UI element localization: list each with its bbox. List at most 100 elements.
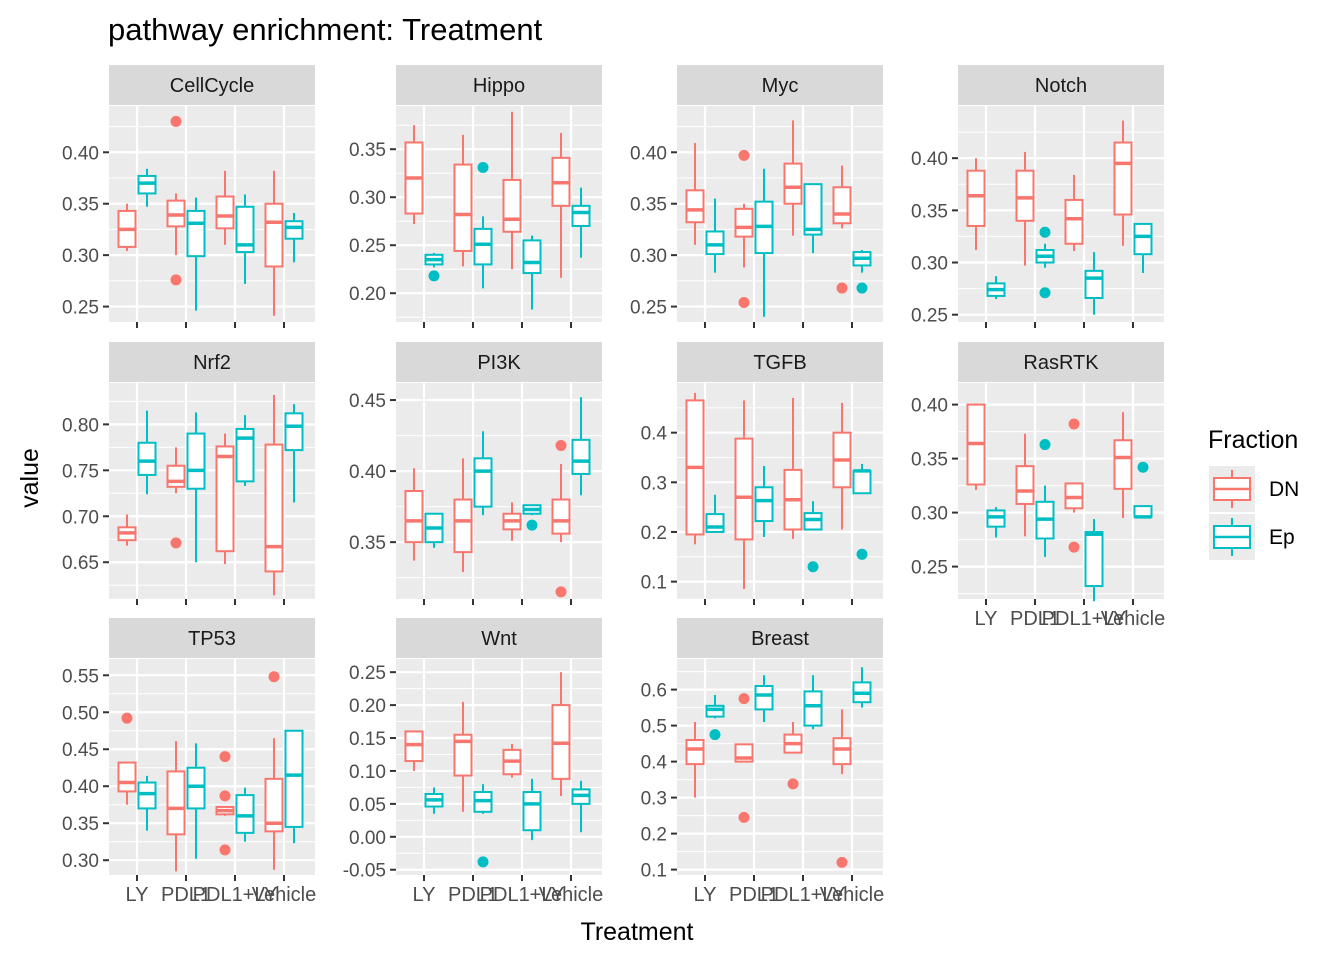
box-iqr (1133, 222, 1153, 256)
outlier-point (738, 811, 750, 823)
box-ly-dn (685, 392, 705, 545)
box-iqr (453, 498, 473, 554)
legend-item-dn: DN (1209, 466, 1299, 512)
box-vehicle-dn (551, 672, 571, 796)
outlier-point (219, 844, 231, 856)
y-tick-label: 0.10 (349, 762, 386, 783)
box-pdl1-ep (186, 197, 206, 311)
y-tick-label: 0.40 (62, 777, 99, 798)
x-tick-label-ly: LY (694, 884, 717, 906)
y-tick-label: 0.25 (911, 306, 948, 327)
y-tick-label: 0.25 (62, 298, 99, 319)
x-tick-label-vehicle: Vehicle (539, 884, 604, 906)
panel-nrf2: Nrf2 0.65 0.70 0.75 0.80 (62, 342, 315, 605)
box-iqr (705, 230, 725, 256)
box-iqr (966, 169, 986, 227)
y-tick-label: 0.50 (62, 703, 99, 724)
box-iqr (264, 443, 284, 573)
x-tick-label-vehicle: Vehicle (252, 884, 317, 906)
panel-background (109, 659, 315, 875)
outlier-point (477, 161, 489, 173)
y-tick-label: 0.30 (911, 254, 948, 275)
panel-background (677, 383, 883, 599)
box-iqr (551, 498, 571, 535)
box-ly-dn (685, 722, 705, 798)
outlier-point (1039, 287, 1051, 299)
box-pdl1-ly-dn (215, 433, 235, 565)
box-iqr (215, 195, 235, 230)
box-iqr (473, 457, 493, 508)
x-tick-label-pdl1-ly: PDL1+LY (1042, 608, 1127, 630)
facet-strip-hippo (396, 65, 602, 105)
box-ly-ep (137, 168, 157, 207)
facet-strip-wnt (396, 618, 602, 658)
outlier-point (1068, 541, 1080, 553)
box-iqr (685, 739, 705, 766)
box-ly-ep (705, 198, 725, 273)
y-tick-label: 0.40 (630, 143, 667, 164)
box-ly-dn (404, 125, 424, 225)
panel-myc: Myc 0.25 0.30 0.35 0.40 (630, 65, 883, 328)
y-tick-label: 0.40 (911, 149, 948, 170)
box-pdl1-ep (186, 743, 206, 859)
box-iqr (137, 781, 157, 810)
box-iqr (571, 438, 591, 475)
outlier-point (1068, 418, 1080, 430)
box-vehicle-dn (264, 671, 284, 870)
facet-strip-breast (677, 618, 883, 658)
box-pdl1-ep (754, 465, 774, 537)
outlier-point (1039, 439, 1051, 451)
x-tick-label-ly: LY (413, 884, 436, 906)
box-pdl1-ep (186, 412, 206, 563)
box-vehicle-ep (571, 780, 591, 833)
box-ly-ep (137, 775, 157, 831)
box-iqr (502, 178, 522, 233)
x-tick-label-pdl1: PDL1 (448, 884, 498, 906)
legend-item-ep: Ep (1209, 514, 1295, 560)
box-pdl1-ly-dn (215, 751, 235, 856)
y-tick-label: 0.35 (62, 814, 99, 835)
box-pdl1-ly-dn (1064, 418, 1084, 553)
panel-tgfb: TGFB 0.1 0.2 0.3 0.4 (641, 342, 883, 605)
box-ly-ep (424, 787, 444, 814)
outlier-point (709, 729, 721, 741)
box-iqr (832, 186, 852, 225)
facet-label-myc: Myc (762, 75, 799, 97)
box-vehicle-dn (551, 440, 571, 598)
box-ly-ep (986, 507, 1006, 538)
box-pdl1-dn (453, 134, 473, 267)
y-tick-label: 0.30 (911, 504, 948, 525)
y-tick-label: 0.30 (630, 246, 667, 267)
y-tick-label: 0.70 (62, 507, 99, 528)
box-pdl1-ly-ep (235, 194, 255, 284)
box-vehicle-ep (284, 404, 304, 503)
box-iqr (453, 733, 473, 777)
outlier-point (526, 519, 538, 531)
y-tick-label: 0.1 (641, 861, 667, 882)
box-vehicle-ep (284, 729, 304, 844)
box-iqr (264, 777, 284, 833)
y-tick-label: 0.30 (62, 851, 99, 872)
outlier-point (856, 282, 868, 294)
box-pdl1-ly-dn (502, 502, 522, 541)
box-vehicle-dn (832, 402, 852, 530)
box-iqr (235, 794, 255, 834)
box-iqr (832, 737, 852, 766)
box-vehicle-ep (571, 397, 591, 496)
y-tick-label: 0.30 (62, 246, 99, 267)
box-vehicle-dn (832, 165, 852, 294)
box-iqr (734, 207, 754, 238)
y-tick-label: 0.2 (641, 825, 667, 846)
box-pdl1-ly-dn (783, 397, 803, 539)
box-iqr (685, 189, 705, 224)
box-pdl1-ly-ep (803, 501, 823, 573)
panel-background (958, 383, 1164, 599)
y-tick-label: 0.40 (62, 143, 99, 164)
box-iqr (235, 427, 255, 483)
y-tick-label: 0.25 (349, 663, 386, 684)
x-tick-label-pdl1: PDL1 (729, 884, 779, 906)
y-tick-label: 0.4 (641, 753, 668, 774)
x-tick-label-pdl1: PDL1 (161, 884, 211, 906)
facet-label-wnt: Wnt (481, 628, 517, 650)
